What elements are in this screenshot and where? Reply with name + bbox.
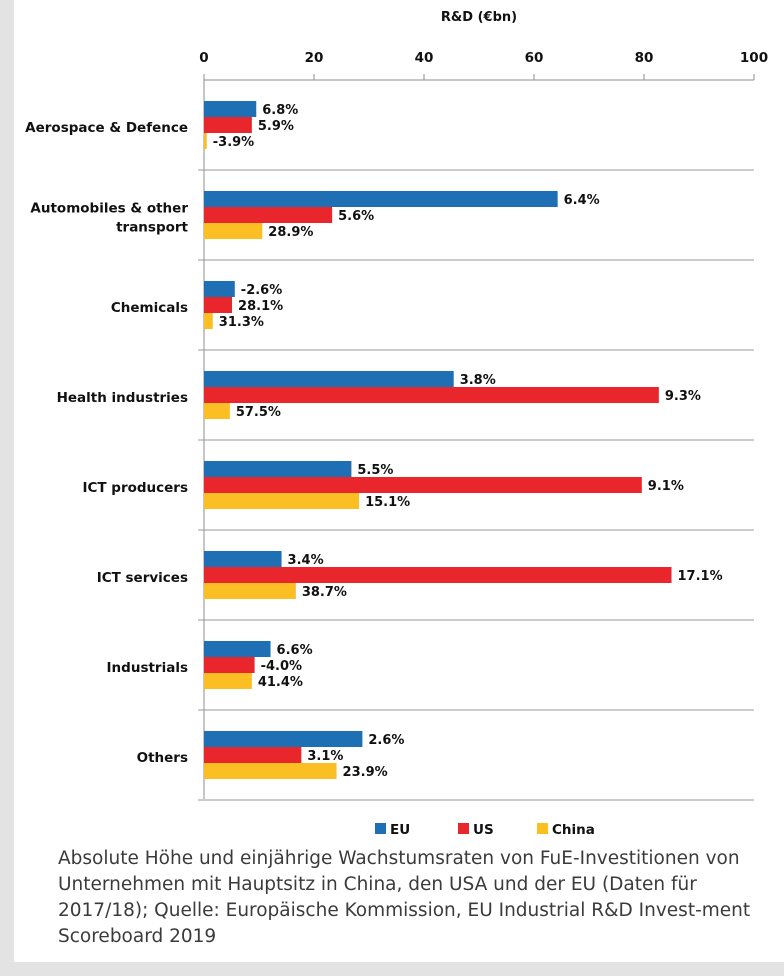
bar-us	[204, 657, 255, 673]
category-label: Industrials	[107, 660, 188, 676]
x-tick-label: 60	[525, 50, 544, 66]
bar-us	[204, 567, 672, 583]
bar-us	[204, 117, 252, 133]
bar-eu	[204, 281, 235, 297]
bar-eu	[204, 641, 271, 657]
category-label: Chemicals	[111, 300, 188, 316]
bar-us	[204, 747, 302, 763]
bar-us	[204, 207, 333, 223]
category-label: Others	[137, 750, 188, 766]
bar-china	[204, 223, 263, 239]
legend-swatch-us	[458, 823, 469, 834]
bar-china	[204, 763, 337, 779]
x-tick-label: 100	[740, 50, 768, 66]
bar-value-label: 5.6%	[338, 209, 374, 224]
bar-eu	[204, 191, 558, 207]
bar-value-label: 2.6%	[368, 733, 404, 748]
bar-value-label: 38.7%	[302, 585, 347, 600]
bar-china	[204, 583, 296, 599]
bar-china	[204, 403, 230, 419]
bar-value-label: 9.1%	[648, 479, 684, 494]
figure-caption: Absolute Höhe und einjährige Wachstumsra…	[58, 848, 751, 947]
bar-value-label: 6.4%	[564, 193, 600, 208]
bar-value-label: 57.5%	[236, 405, 281, 420]
legend-label-us: US	[473, 822, 494, 838]
bar-eu	[204, 371, 454, 387]
bar-value-label: -2.6%	[241, 283, 282, 298]
category-label: Health industries	[57, 390, 188, 406]
bar-value-label: 3.8%	[460, 373, 496, 388]
figure-card: R&D (€bn) 0 20 40 60 80 100 Aerospace & Defence…	[14, 0, 784, 962]
bar-china	[204, 313, 213, 329]
bar-value-label: 3.1%	[307, 749, 343, 764]
legend-label-china: China	[552, 822, 595, 838]
legend-label-eu: EU	[390, 822, 410, 838]
bar-value-label: 3.4%	[288, 553, 324, 568]
category-label: ICT services	[97, 570, 188, 586]
bar-value-label: 5.5%	[357, 463, 393, 478]
bar-eu	[204, 461, 352, 477]
category-label: transport	[116, 220, 188, 236]
category-label: Automobiles & other	[30, 201, 188, 217]
axis-title: R&D (€bn)	[441, 10, 517, 25]
bar-china	[204, 133, 207, 149]
bar-eu	[204, 731, 363, 747]
bar-value-label: 5.9%	[258, 119, 294, 134]
bar-value-label: -4.0%	[261, 659, 302, 674]
bar-value-label: 17.1%	[678, 569, 723, 584]
bar-us	[204, 477, 642, 493]
bar-value-label: 15.1%	[365, 495, 410, 510]
bar-value-label: 6.6%	[277, 643, 313, 658]
legend-swatch-eu	[375, 823, 386, 834]
bar-value-label: 41.4%	[258, 675, 303, 690]
bar-value-label: 6.8%	[262, 103, 298, 118]
legend-swatch-china	[537, 823, 548, 834]
bar-value-label: -3.9%	[213, 135, 254, 150]
x-tick-label: 0	[199, 50, 208, 66]
category-label: Aerospace & Defence	[25, 120, 188, 136]
bar-value-label: 28.9%	[268, 225, 313, 240]
category-label: ICT producers	[82, 480, 188, 496]
bar-us	[204, 387, 659, 403]
x-tick-label: 40	[415, 50, 434, 66]
bar-eu	[204, 551, 282, 567]
bar-value-label: 28.1%	[238, 299, 283, 314]
bar-value-label: 9.3%	[665, 389, 701, 404]
bar-value-label: 23.9%	[343, 765, 388, 780]
bar-china	[204, 493, 360, 509]
x-tick-label: 80	[635, 50, 654, 66]
x-tick-label: 20	[305, 50, 324, 66]
bar-us	[204, 297, 233, 313]
bar-china	[204, 673, 252, 689]
bar-value-label: 31.3%	[219, 315, 264, 330]
rd-investment-bar-chart: R&D (€bn) 0 20 40 60 80 100 Aerospace & Defence…	[25, 10, 768, 838]
bar-eu	[204, 101, 257, 117]
